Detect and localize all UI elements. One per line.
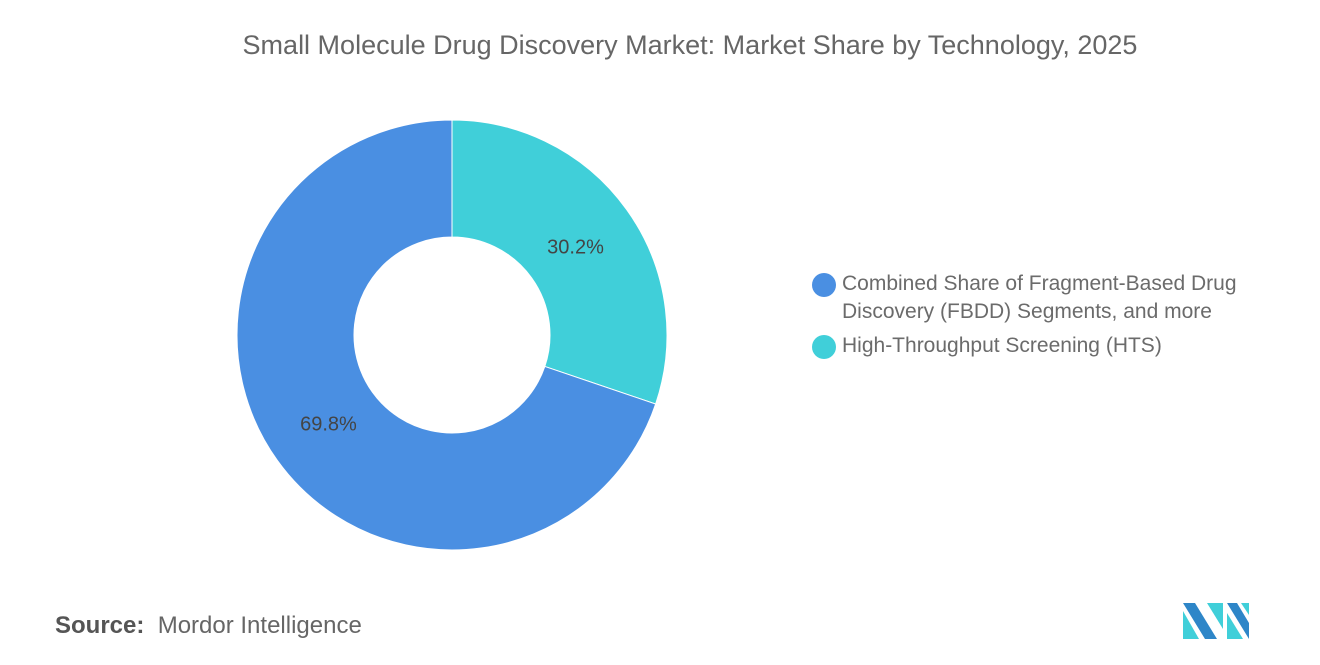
source-label: Source:: [55, 612, 145, 639]
legend-swatch: [812, 335, 836, 359]
donut-slice[interactable]: [236, 119, 657, 551]
legend-label: Combined Share of Fragment-Based Drug Di…: [842, 272, 1237, 323]
legend: Combined Share of Fragment-Based Drug Di…: [812, 270, 1282, 366]
source-value: Mordor Intelligence: [157, 612, 362, 639]
data-label: 30.2%: [547, 236, 604, 258]
data-label: 69.8%: [300, 414, 357, 436]
source-note: Source: Mordor Intelligence: [55, 612, 362, 640]
donut-chart: 30.2% 69.8%: [236, 119, 668, 551]
donut-slice[interactable]: [451, 119, 668, 405]
chart-title: Small Molecule Drug Discovery Market: Ma…: [242, 30, 1138, 60]
legend-swatch: [812, 273, 836, 297]
legend-label: High-Throughput Screening (HTS): [842, 334, 1162, 357]
mordor-logo: [1183, 603, 1249, 639]
legend-item-hts[interactable]: High-Throughput Screening (HTS): [812, 332, 1282, 360]
legend-item-fbdd[interactable]: Combined Share of Fragment-Based Drug Di…: [812, 270, 1282, 326]
